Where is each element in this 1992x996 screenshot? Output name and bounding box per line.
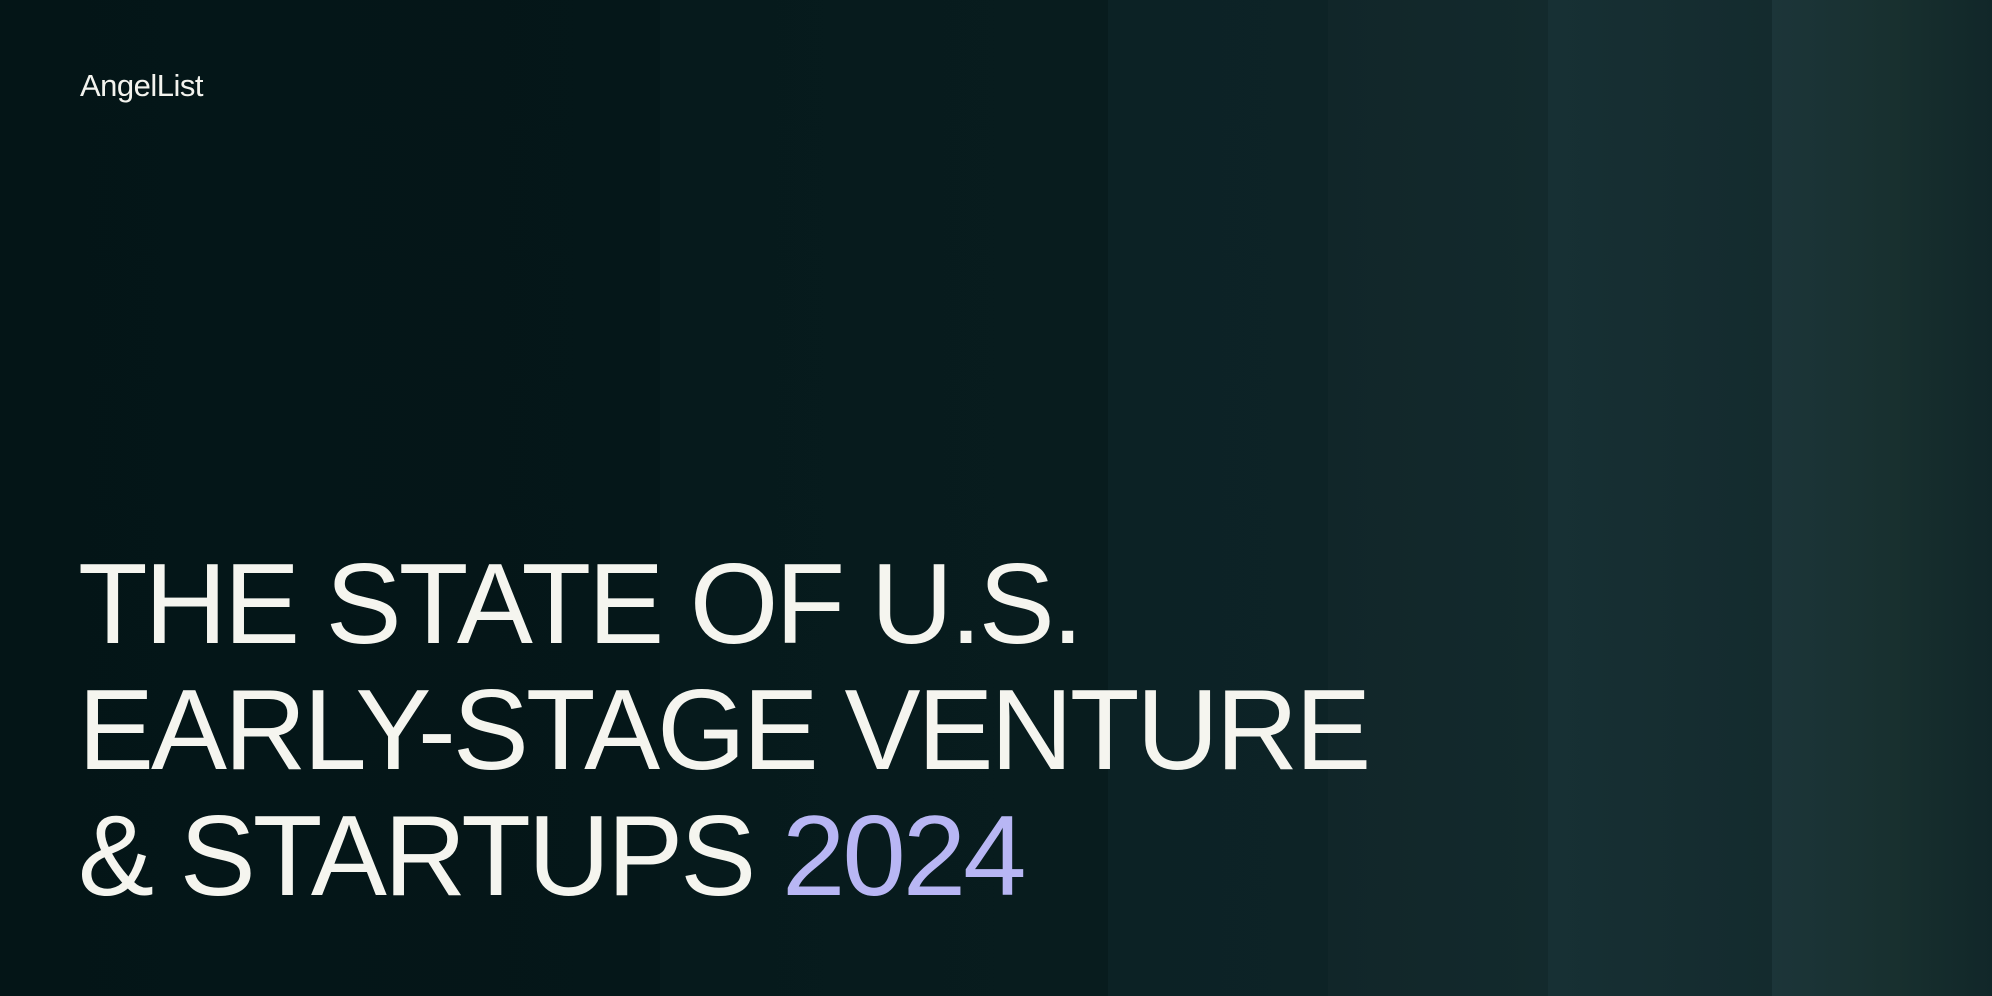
title-line-3-text: & STARTUPS <box>78 793 756 920</box>
title-year: 2024 <box>781 793 1027 920</box>
background-band-1 <box>0 0 660 996</box>
title-line-1: THE STATE OF U.S. <box>78 541 1084 668</box>
background-band-6 <box>1772 0 1992 996</box>
title-line-3: & STARTUPS 2024 <box>78 794 1368 920</box>
title-line-2: EARLY-STAGE VENTURE <box>78 667 1371 794</box>
angellist-logo: AngelList <box>80 68 204 103</box>
background-band-4 <box>1328 0 1548 996</box>
background-band-5 <box>1548 0 1772 996</box>
background-band-2 <box>660 0 1108 996</box>
background-band-3 <box>1108 0 1328 996</box>
report-title: THE STATE OF U.S. EARLY-STAGE VENTURE & … <box>78 541 1371 920</box>
